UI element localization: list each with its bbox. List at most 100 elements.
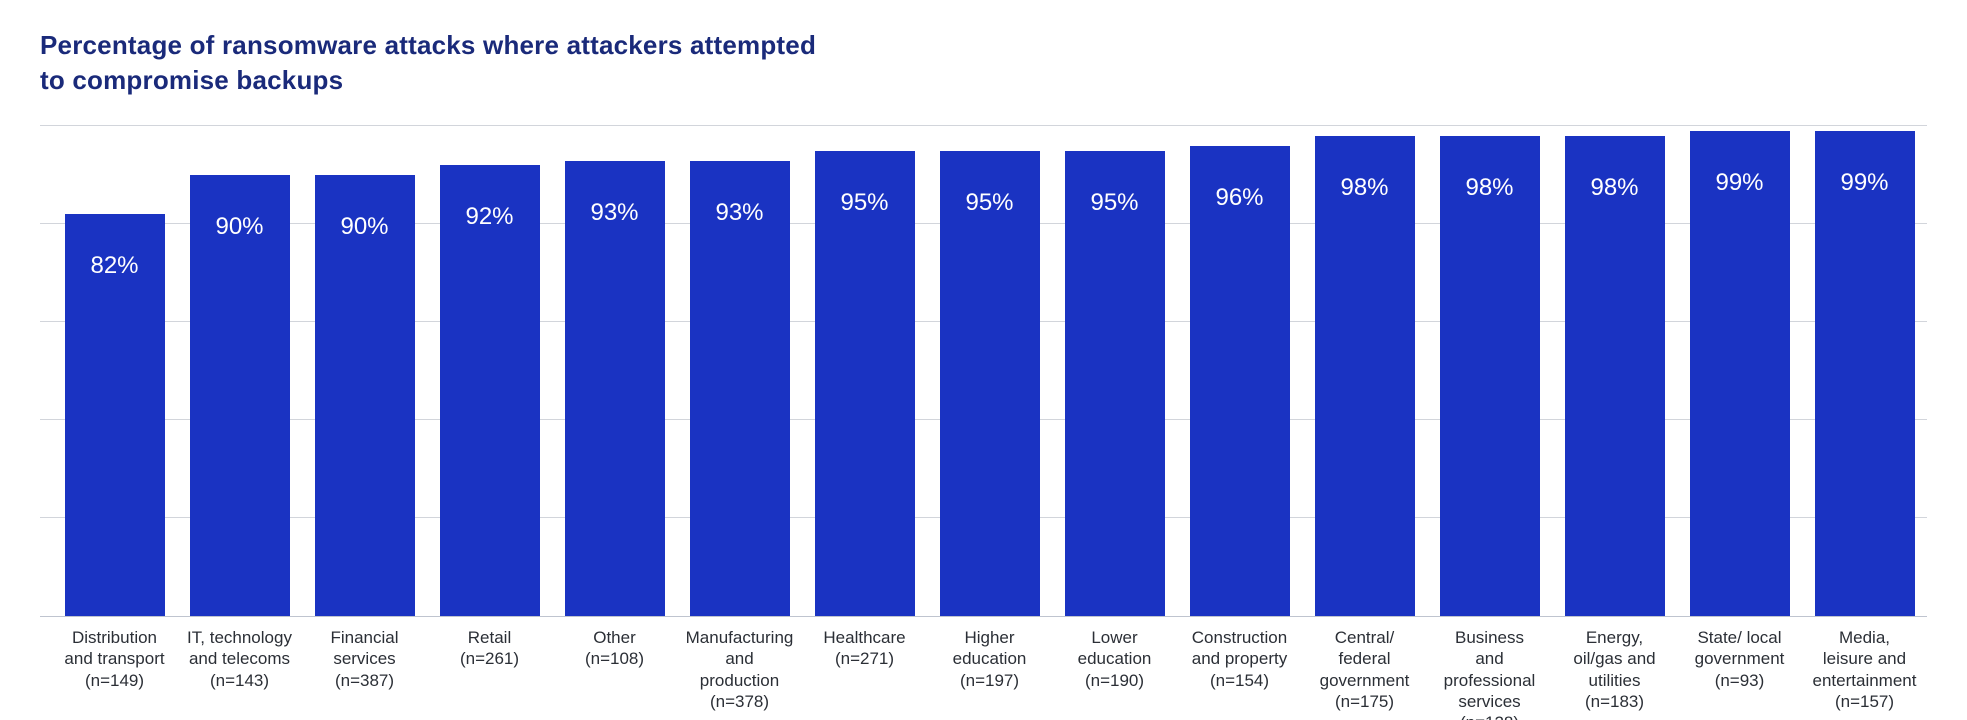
x-axis-label: Businessandprofessionalservices(n=128) <box>1427 627 1552 720</box>
x-axis-label: Distributionand transport(n=149) <box>52 627 177 720</box>
bar-value-label: 99% <box>1715 169 1763 616</box>
x-axis-label-line: federal <box>1339 648 1391 669</box>
x-axis-label-line: (n=149) <box>85 670 144 691</box>
bar: 90% <box>315 175 415 616</box>
bar-slot: 96% <box>1177 126 1302 616</box>
x-axis-label: Lowereducation(n=190) <box>1052 627 1177 720</box>
x-axis-label-line: (n=271) <box>835 648 894 669</box>
x-axis-label-line: and <box>1475 648 1503 669</box>
bar-slot: 93% <box>677 126 802 616</box>
bars-container: 82%90%90%92%93%93%95%95%95%96%98%98%98%9… <box>40 126 1927 616</box>
chart-title: Percentage of ransomware attacks where a… <box>40 28 1927 98</box>
x-axis-label: Constructionand property(n=154) <box>1177 627 1302 720</box>
x-axis-label-line: State/ local <box>1697 627 1781 648</box>
x-axis-label: Manufacturingandproduction(n=378) <box>677 627 802 720</box>
bar-value-label: 98% <box>1590 174 1638 616</box>
bar-slot: 95% <box>802 126 927 616</box>
x-axis-label-line: and property <box>1192 648 1287 669</box>
x-axis-label-line: Manufacturing <box>686 627 794 648</box>
bar-value-label: 98% <box>1340 174 1388 616</box>
x-axis-label-line: leisure and <box>1823 648 1906 669</box>
x-axis-label: Central/federalgovernment(n=175) <box>1302 627 1427 720</box>
bar: 92% <box>440 165 540 616</box>
x-axis-label-line: services <box>1458 691 1520 712</box>
x-axis-label-line: Central/ <box>1335 627 1395 648</box>
x-axis-label-line: Other <box>593 627 636 648</box>
x-axis-label-line: Business <box>1455 627 1524 648</box>
x-axis-label: Healthcare(n=271) <box>802 627 927 720</box>
bar-value-label: 95% <box>965 189 1013 617</box>
bar-value-label: 96% <box>1215 184 1263 616</box>
bar-value-label: 99% <box>1840 169 1888 616</box>
chart-area: 82%90%90%92%93%93%95%95%95%96%98%98%98%9… <box>40 126 1927 720</box>
bar-slot: 98% <box>1302 126 1427 616</box>
bar-slot: 82% <box>52 126 177 616</box>
x-axis-label-line: (n=197) <box>960 670 1019 691</box>
bar: 95% <box>1065 151 1165 617</box>
x-axis-label-line: education <box>953 648 1027 669</box>
x-axis-label-line: (n=175) <box>1335 691 1394 712</box>
x-axis-label: Financialservices(n=387) <box>302 627 427 720</box>
x-axis-label-line: government <box>1320 670 1410 691</box>
bar-slot: 98% <box>1552 126 1677 616</box>
x-axis-label-line: Financial <box>330 627 398 648</box>
bar-slot: 99% <box>1677 126 1802 616</box>
x-axis-label-line: (n=261) <box>460 648 519 669</box>
bar-value-label: 90% <box>340 213 388 616</box>
bar: 90% <box>190 175 290 616</box>
x-axis-label-line: (n=108) <box>585 648 644 669</box>
x-axis-label: Media,leisure andentertainment(n=157) <box>1802 627 1927 720</box>
bar-value-label: 92% <box>465 203 513 616</box>
x-axis-label-line: (n=183) <box>1585 691 1644 712</box>
x-axis-label-line: Energy, <box>1586 627 1643 648</box>
x-axis-label-line: (n=143) <box>210 670 269 691</box>
x-axis-label-line: (n=190) <box>1085 670 1144 691</box>
x-axis-label-line: utilities <box>1589 670 1641 691</box>
bar: 95% <box>815 151 915 617</box>
bar: 98% <box>1315 136 1415 616</box>
x-axis-label-line: Distribution <box>72 627 157 648</box>
x-axis-label: Highereducation(n=197) <box>927 627 1052 720</box>
chart-plot: 82%90%90%92%93%93%95%95%95%96%98%98%98%9… <box>40 126 1927 617</box>
x-axis-label-line: and telecoms <box>189 648 290 669</box>
bar-slot: 90% <box>302 126 427 616</box>
x-axis-label-line: (n=378) <box>710 691 769 712</box>
x-axis-label-line: Higher <box>964 627 1014 648</box>
x-axis-label-line: (n=154) <box>1210 670 1269 691</box>
x-axis-label-line: and transport <box>64 648 164 669</box>
x-axis-label-line: Construction <box>1192 627 1287 648</box>
x-axis-label-line: services <box>333 648 395 669</box>
x-axis-label-line: Media, <box>1839 627 1890 648</box>
bar: 96% <box>1190 146 1290 616</box>
bar: 98% <box>1565 136 1665 616</box>
x-axis-label-line: (n=93) <box>1715 670 1765 691</box>
bar: 99% <box>1690 131 1790 616</box>
bar-value-label: 95% <box>840 189 888 617</box>
x-axis-label: Retail(n=261) <box>427 627 552 720</box>
bar-value-label: 98% <box>1465 174 1513 616</box>
bar-slot: 92% <box>427 126 552 616</box>
bar: 93% <box>690 161 790 617</box>
x-axis-label-line: (n=128) <box>1460 712 1519 720</box>
bar: 82% <box>65 214 165 616</box>
x-axis-label-line: (n=387) <box>335 670 394 691</box>
x-axis-label-line: production <box>700 670 779 691</box>
x-axis-label-line: Healthcare <box>823 627 905 648</box>
x-axis-label-line: Lower <box>1091 627 1137 648</box>
x-axis-label: Other(n=108) <box>552 627 677 720</box>
x-axis-label-line: oil/gas and <box>1573 648 1655 669</box>
x-axis-label-line: entertainment <box>1813 670 1917 691</box>
bar: 95% <box>940 151 1040 617</box>
x-axis-label-line: and <box>725 648 753 669</box>
bar-value-label: 95% <box>1090 189 1138 617</box>
bar: 98% <box>1440 136 1540 616</box>
bar-slot: 93% <box>552 126 677 616</box>
x-axis-label-line: government <box>1695 648 1785 669</box>
bar-slot: 95% <box>1052 126 1177 616</box>
x-axis-label-line: (n=157) <box>1835 691 1894 712</box>
x-axis-labels: Distributionand transport(n=149)IT, tech… <box>40 627 1927 720</box>
x-axis-label-line: Retail <box>468 627 511 648</box>
x-axis-label-line: professional <box>1444 670 1536 691</box>
bar-value-label: 93% <box>715 199 763 617</box>
bar-slot: 90% <box>177 126 302 616</box>
